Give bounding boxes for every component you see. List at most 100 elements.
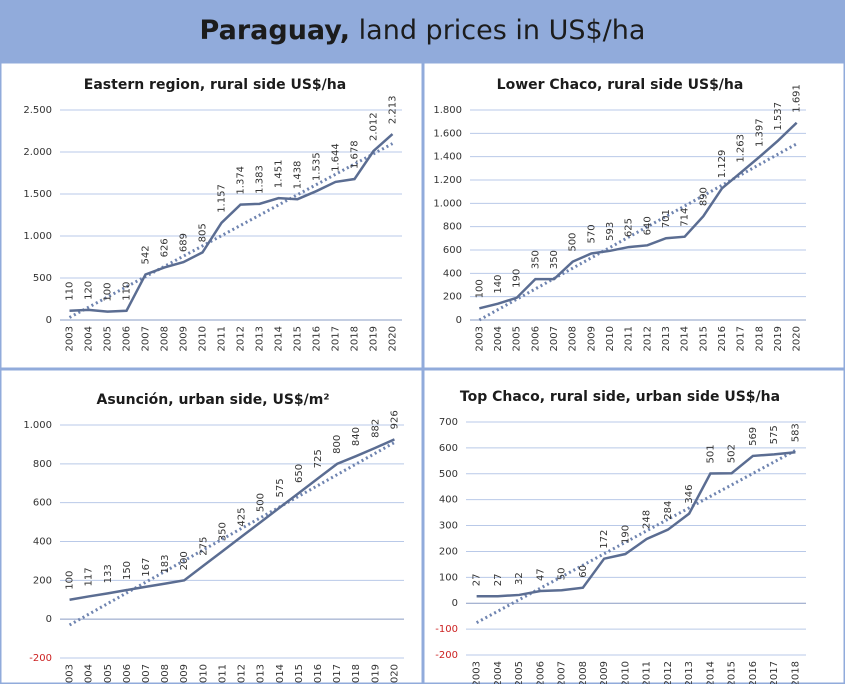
chart-title: Asunción, urban side, US$/m² <box>96 392 329 408</box>
data-label: 100 <box>474 279 485 298</box>
data-line <box>69 438 395 601</box>
trend-line <box>478 142 798 322</box>
x-tick-label: 2010 <box>620 661 631 684</box>
x-tick-label: 2007 <box>141 326 152 351</box>
data-label: 27 <box>472 573 483 586</box>
data-label: 248 <box>642 510 653 529</box>
data-label: 500 <box>256 493 267 512</box>
x-tick-label: 2020 <box>389 664 400 684</box>
x-tick-label: 2005 <box>103 326 114 351</box>
y-tick-label: 0 <box>456 315 462 326</box>
y-tick-label: 1.800 <box>433 105 462 116</box>
y-tick-label: 400 <box>33 537 52 548</box>
y-tick-label: 400 <box>439 495 458 506</box>
x-tick-label: 2008 <box>160 326 171 351</box>
data-label: 120 <box>84 281 95 300</box>
data-label: 689 <box>179 233 190 252</box>
y-tick-label: 600 <box>33 498 52 509</box>
data-label: 172 <box>599 530 610 549</box>
y-tick-label: 800 <box>443 222 462 233</box>
data-line <box>69 133 394 313</box>
x-tick-label: 2009 <box>179 326 190 351</box>
y-tick-label: 700 <box>439 417 458 428</box>
data-label: 640 <box>642 216 653 235</box>
x-tick-label: 2019 <box>773 326 784 351</box>
data-label: 840 <box>351 427 362 446</box>
data-label: 570 <box>586 224 597 243</box>
data-label: 805 <box>198 223 209 242</box>
y-tick-label: 300 <box>439 521 458 532</box>
data-label: 1.157 <box>217 184 228 213</box>
x-tick-label: 2019 <box>369 326 380 351</box>
x-tick-label: 2011 <box>217 664 228 684</box>
y-tick-label: 600 <box>443 245 462 256</box>
data-label: 110 <box>122 282 133 301</box>
y-tick-label: 0 <box>46 614 52 625</box>
data-label: 284 <box>663 501 674 520</box>
header: Paraguay, land prices in US$/ha <box>0 0 845 62</box>
data-label: 350 <box>530 250 541 269</box>
data-label: 350 <box>217 522 228 541</box>
y-tick-label: 0 <box>452 598 458 609</box>
x-tick-label: 2003 <box>474 326 485 351</box>
x-tick-label: 2009 <box>179 664 190 684</box>
x-tick-label: 2014 <box>275 664 286 684</box>
data-label: 346 <box>684 485 695 504</box>
x-tick-label: 2006 <box>122 664 133 684</box>
data-label: 350 <box>549 250 560 269</box>
data-label: 583 <box>790 423 801 442</box>
y-tick-label: 2.000 <box>23 147 52 158</box>
x-tick-label: 2018 <box>754 326 765 351</box>
x-tick-label: 2009 <box>586 326 597 351</box>
y-tick-label: 0 <box>46 315 52 326</box>
data-label: 1.374 <box>236 166 247 195</box>
data-label: 725 <box>313 449 324 468</box>
x-tick-label: 2006 <box>535 661 546 684</box>
data-label: 140 <box>493 275 504 294</box>
y-tick-label: 800 <box>33 459 52 470</box>
x-tick-label: 2015 <box>293 326 304 351</box>
x-tick-label: 2014 <box>680 326 691 351</box>
data-label: 60 <box>578 565 589 578</box>
x-tick-label: 2013 <box>661 326 672 351</box>
x-tick-label: 2003 <box>65 664 76 684</box>
data-label: 47 <box>535 568 546 581</box>
x-tick-label: 2005 <box>103 664 114 684</box>
data-label: 1.383 <box>255 165 266 194</box>
x-tick-label: 2019 <box>370 664 381 684</box>
y-tick-label: 200 <box>443 292 462 303</box>
x-tick-label: 2009 <box>599 661 610 684</box>
data-label: 1.129 <box>717 150 728 179</box>
data-label: 100 <box>103 283 114 302</box>
x-tick-label: 2005 <box>512 326 523 351</box>
x-tick-label: 2004 <box>84 664 95 684</box>
x-tick-label: 2011 <box>217 326 228 351</box>
data-label: 701 <box>661 209 672 228</box>
chart-title: Top Chaco, rural side, urban side US$/ha <box>460 389 780 405</box>
data-label: 800 <box>332 435 343 454</box>
chart-title: Eastern region, rural side US$/ha <box>84 77 346 93</box>
x-tick-label: 2018 <box>350 326 361 351</box>
x-tick-label: 2010 <box>198 664 209 684</box>
y-tick-label: 500 <box>33 273 52 284</box>
y-tick-label: -100 <box>435 624 458 635</box>
data-label: 882 <box>370 419 381 438</box>
data-label: 100 <box>65 571 76 590</box>
data-label: 1.451 <box>274 159 285 188</box>
x-tick-label: 2018 <box>351 664 362 684</box>
data-label: 50 <box>557 568 568 581</box>
data-label: 1.678 <box>350 140 361 169</box>
x-tick-label: 2012 <box>642 326 653 351</box>
y-tick-label: -200 <box>29 653 52 664</box>
x-tick-label: 2003 <box>65 326 76 351</box>
x-tick-label: 2004 <box>493 661 504 684</box>
data-label: 110 <box>65 282 76 301</box>
data-label: 625 <box>624 218 635 237</box>
x-tick-label: 2007 <box>549 326 560 351</box>
x-tick-label: 2020 <box>792 326 803 351</box>
x-tick-label: 2016 <box>717 326 728 351</box>
y-tick-label: 1.000 <box>23 420 52 431</box>
x-tick-label: 2015 <box>294 664 305 684</box>
x-tick-label: 2017 <box>332 664 343 684</box>
